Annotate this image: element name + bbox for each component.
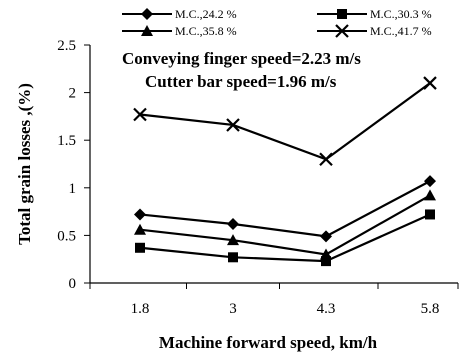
plot-area: 0 0.5 1 1.5 2 2.5 1.8 3 4.3 5.8 bbox=[57, 38, 459, 317]
series-1 bbox=[135, 209, 435, 267]
series-1-point-1 bbox=[228, 252, 238, 263]
legend-item-1: M.C.,30.3 % bbox=[317, 7, 432, 21]
legend-marker-3-stroke-b bbox=[335, 24, 349, 38]
y-tick-label-1: 0.5 bbox=[57, 228, 76, 244]
x-tick-label-2: 4.3 bbox=[317, 301, 336, 317]
legend: M.C.,24.2 % M.C.,30.3 % M.C.,35.8 % M.C.,41… bbox=[122, 7, 432, 38]
series-3-line bbox=[139, 82, 431, 161]
series-3 bbox=[133, 76, 437, 167]
series-1-line bbox=[139, 213, 431, 263]
series-2-line bbox=[139, 194, 431, 256]
legend-label-1: M.C.,30.3 % bbox=[370, 7, 432, 21]
y-tick-label-3: 1.5 bbox=[57, 133, 76, 149]
series-3-point-3-stroke-b bbox=[423, 76, 437, 90]
series-3-point-1-stroke-b bbox=[226, 118, 240, 132]
legend-label-3: M.C.,41.7 % bbox=[370, 24, 432, 38]
legend-marker-3 bbox=[335, 24, 349, 38]
y-tick-label-0: 0 bbox=[69, 276, 77, 292]
series-0-line bbox=[139, 180, 431, 238]
legend-label-2: M.C.,35.8 % bbox=[175, 24, 237, 38]
series-3-point-2 bbox=[319, 152, 333, 167]
series-2-point-1 bbox=[227, 234, 239, 246]
annotation-cutter-speed: Cutter bar speed=1.96 m/s bbox=[145, 72, 337, 91]
series-3-point-0-stroke-b bbox=[133, 107, 147, 122]
series-group bbox=[133, 76, 437, 267]
y-tick-label-5: 2.5 bbox=[57, 38, 76, 54]
legend-item-2: M.C.,35.8 % bbox=[122, 24, 237, 38]
series-2-point-3 bbox=[424, 189, 436, 201]
x-tick-label-0: 1.8 bbox=[131, 301, 150, 317]
x-tick-label-3: 5.8 bbox=[421, 301, 440, 317]
annotation-finger-speed: Conveying finger speed=2.23 m/s bbox=[122, 49, 361, 68]
series-0-point-1 bbox=[227, 217, 239, 230]
legend-marker-0 bbox=[141, 8, 153, 20]
series-1-point-3 bbox=[425, 209, 435, 220]
y-tick-label-2: 1 bbox=[69, 181, 77, 197]
legend-marker-2 bbox=[141, 25, 153, 36]
y-tick-label-4: 2 bbox=[69, 86, 77, 102]
series-1-point-2 bbox=[321, 256, 331, 267]
series-3-point-3 bbox=[423, 76, 437, 90]
series-0 bbox=[134, 175, 436, 243]
series-0-point-2 bbox=[320, 230, 332, 243]
y-axis-title: Total grain losses ,(%) bbox=[15, 83, 34, 245]
x-axis-title: Machine forward speed, km/h bbox=[159, 333, 378, 352]
series-3-point-0 bbox=[133, 107, 147, 122]
series-2 bbox=[134, 189, 436, 260]
legend-item-3: M.C.,41.7 % bbox=[317, 24, 432, 38]
y-axis: 0 0.5 1 1.5 2 2.5 bbox=[57, 38, 90, 292]
series-2-point-2 bbox=[320, 248, 332, 260]
x-tick-label-1: 3 bbox=[229, 301, 237, 317]
series-3-point-1 bbox=[226, 118, 240, 132]
series-3-point-2-stroke-b bbox=[319, 152, 333, 167]
legend-item-0: M.C.,24.2 % bbox=[122, 7, 237, 21]
legend-marker-1 bbox=[337, 9, 347, 19]
series-0-point-0 bbox=[134, 208, 146, 221]
series-1-point-0 bbox=[135, 242, 145, 253]
series-0-point-3 bbox=[424, 175, 436, 188]
series-2-point-0 bbox=[134, 223, 146, 235]
x-axis: 1.8 3 4.3 5.8 bbox=[89, 283, 459, 317]
legend-label-0: M.C.,24.2 % bbox=[175, 7, 237, 21]
